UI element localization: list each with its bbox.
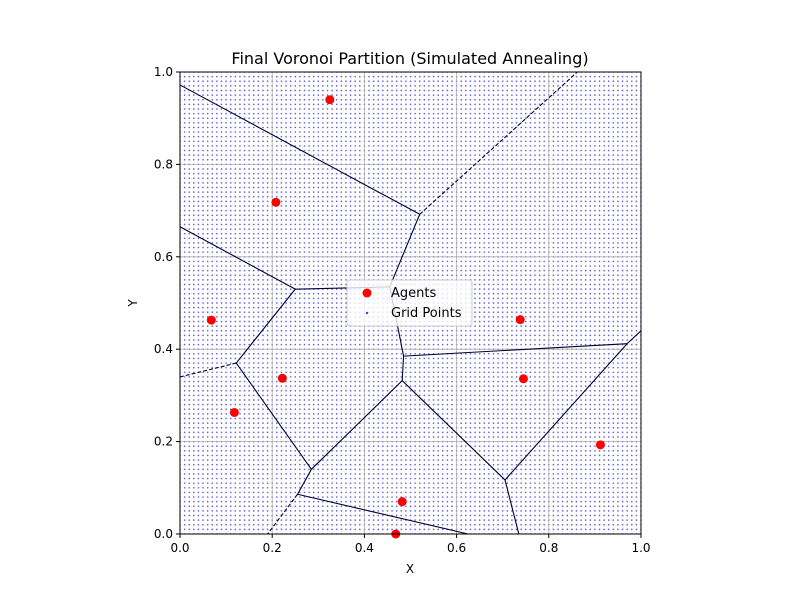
grid-points-layer — [180, 72, 641, 534]
voronoi-edge — [401, 356, 405, 381]
agent-point — [595, 440, 605, 450]
voronoi-edge-dashed — [419, 72, 578, 215]
legend: Agents Grid Points — [346, 279, 473, 327]
agent-point — [515, 315, 525, 325]
agent-point — [277, 373, 287, 383]
voronoi-edge — [180, 226, 296, 290]
y-tick-label: 0.0 — [154, 527, 173, 541]
agent-point — [229, 407, 239, 417]
voronoi-edge — [180, 84, 420, 215]
voronoi-edge-dashed — [180, 362, 237, 378]
voronoi-edge — [235, 288, 296, 364]
x-tick-label: 0.2 — [263, 541, 282, 555]
agent-point — [518, 374, 528, 384]
voronoi-edge — [626, 330, 641, 345]
agent-point — [206, 315, 216, 325]
agent-point — [397, 497, 407, 507]
agent-point — [325, 95, 335, 105]
voronoi-edge — [401, 380, 506, 481]
x-tick-label: 0.6 — [447, 541, 466, 555]
x-tick-label: 1.0 — [631, 541, 650, 555]
voronoi-edge-dashed — [267, 493, 298, 534]
voronoi-edge — [504, 343, 628, 481]
voronoi-edge — [235, 362, 312, 470]
legend-grid-points-marker — [365, 311, 369, 315]
voronoi-edge — [504, 479, 520, 534]
voronoi-edge — [389, 214, 421, 288]
voronoi-edge — [297, 469, 312, 495]
legend-agents-label: Agents — [391, 286, 436, 301]
x-axis: 0.0 0.2 0.4 0.6 0.8 1.0 — [170, 534, 651, 555]
voronoi-edge — [311, 380, 403, 470]
legend-agents-marker — [362, 288, 372, 298]
y-tick-label: 1.0 — [154, 65, 173, 79]
agent-point — [271, 197, 281, 207]
y-tick-label: 0.2 — [154, 435, 173, 449]
x-tick-label: 0.0 — [170, 541, 189, 555]
y-axis-label: Y — [126, 299, 140, 308]
y-tick-label: 0.4 — [154, 342, 173, 356]
x-tick-label: 0.4 — [355, 541, 374, 555]
voronoi-edges-layer — [180, 72, 641, 534]
x-tick-label: 0.8 — [539, 541, 558, 555]
grid-points-markers — [180, 72, 641, 534]
y-tick-label: 0.6 — [154, 250, 173, 264]
y-axis: 0.0 0.2 0.4 0.6 0.8 1.0 — [154, 65, 180, 541]
voronoi-edge — [403, 343, 628, 357]
x-axis-label: X — [406, 562, 414, 576]
plot-frame — [179, 71, 642, 535]
y-tick-label: 0.8 — [154, 157, 173, 171]
legend-grid-points-label: Grid Points — [391, 306, 462, 321]
chart-title: Final Voronoi Partition (Simulated Annea… — [231, 49, 588, 68]
legend-box — [346, 279, 473, 327]
voronoi-edge — [297, 493, 469, 534]
